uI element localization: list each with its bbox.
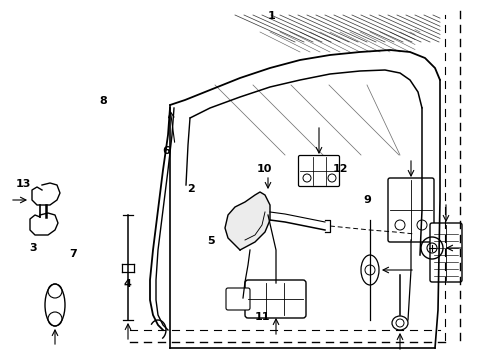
FancyBboxPatch shape (226, 288, 250, 310)
FancyBboxPatch shape (245, 280, 306, 318)
Text: 12: 12 (333, 164, 348, 174)
Text: 13: 13 (16, 179, 31, 189)
Text: 1: 1 (268, 11, 276, 21)
FancyBboxPatch shape (430, 223, 462, 282)
Text: 2: 2 (187, 184, 195, 194)
Polygon shape (225, 192, 270, 250)
Text: 7: 7 (70, 249, 77, 259)
FancyBboxPatch shape (298, 156, 340, 186)
Text: 8: 8 (99, 96, 107, 106)
Text: 10: 10 (257, 164, 272, 174)
Text: 11: 11 (254, 312, 270, 322)
Text: 3: 3 (29, 243, 37, 253)
FancyBboxPatch shape (388, 178, 434, 242)
Text: 9: 9 (364, 195, 371, 205)
Text: 4: 4 (123, 279, 131, 289)
Text: 6: 6 (163, 146, 171, 156)
Text: 5: 5 (207, 236, 215, 246)
